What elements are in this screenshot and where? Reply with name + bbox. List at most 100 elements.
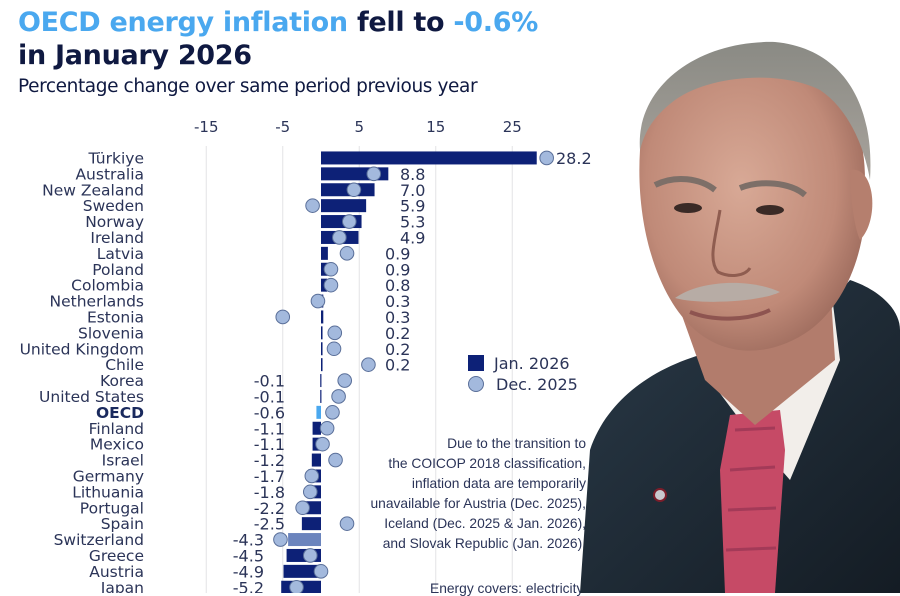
- dot-dec-2025: [366, 166, 382, 182]
- legend-swatch-dec-2025: [468, 376, 484, 392]
- category-label: OECD: [96, 404, 144, 422]
- legend-label-dec-2025: Dec. 2025: [496, 375, 578, 394]
- dot-dec-2025: [302, 548, 318, 563]
- chart-title: OECD energy inflation fell to -0.6% in J…: [18, 6, 538, 72]
- dot-dec-2025: [302, 484, 318, 500]
- eyebrow-left: [653, 176, 717, 193]
- bar-jan-2026: [316, 405, 321, 419]
- dot-dec-2025: [361, 357, 376, 372]
- category-label: Colombia: [71, 277, 144, 295]
- value-label: -4.9: [233, 562, 264, 581]
- title-line2: in January 2026: [18, 40, 252, 71]
- value-label: -2.5: [254, 515, 285, 534]
- value-label: 0.9: [385, 244, 410, 263]
- legend-label-jan-2026: Jan. 2026: [493, 354, 570, 373]
- value-label: 5.9: [400, 197, 425, 216]
- value-label: -1.2: [254, 451, 285, 470]
- mustache: [675, 282, 780, 302]
- category-label: Austria: [89, 563, 144, 581]
- dot-dec-2025: [305, 198, 320, 213]
- value-label: 28.2: [556, 149, 592, 168]
- bar-jan-2026: [320, 389, 322, 403]
- dot-dec-2025: [325, 405, 340, 420]
- eye-left: [674, 203, 702, 213]
- x-tick-label: 15: [426, 118, 445, 136]
- dot-dec-2025: [332, 230, 347, 245]
- eye-right: [756, 205, 784, 215]
- footnote-line: Iceland (Dec. 2025 & Jan. 2026),: [384, 516, 586, 531]
- dot-dec-2025: [323, 277, 339, 293]
- value-label: -0.6: [254, 403, 285, 422]
- dot-dec-2025: [339, 516, 355, 531]
- dot-dec-2025: [295, 500, 310, 516]
- dot-dec-2025: [275, 309, 291, 325]
- category-label: Latvia: [97, 245, 144, 263]
- value-label: -1.1: [254, 419, 285, 438]
- dot-dec-2025: [319, 420, 335, 436]
- value-label: 0.2: [385, 324, 410, 343]
- value-label: -1.8: [254, 483, 285, 502]
- category-label: New Zealand: [42, 181, 144, 199]
- dot-dec-2025: [327, 325, 343, 341]
- bar-jan-2026: [321, 326, 323, 340]
- dot-dec-2025: [346, 182, 362, 198]
- dot-dec-2025: [328, 452, 343, 468]
- category-label: Ireland: [90, 229, 144, 247]
- bar-jan-2026: [321, 246, 328, 260]
- face: [639, 49, 866, 351]
- category-label: Sweden: [83, 197, 144, 215]
- chart-subtitle: Percentage change over same period previ…: [18, 76, 478, 97]
- value-label: -1.1: [254, 435, 285, 454]
- legend-swatch-jan-2026: [468, 355, 484, 371]
- title-mid: fell to: [347, 7, 454, 38]
- category-label: Estonia: [87, 308, 144, 326]
- dot-dec-2025: [342, 214, 357, 229]
- portrait-photo: [580, 41, 900, 593]
- mouth: [689, 308, 771, 321]
- category-label: Finland: [89, 420, 144, 438]
- bar-jan-2026: [321, 199, 367, 213]
- bar-jan-2026: [321, 358, 323, 372]
- tie-pattern: [725, 426, 777, 552]
- category-label: Korea: [100, 372, 144, 390]
- energy-definition-note: Energy covers: electricity: [430, 581, 584, 596]
- bar-jan-2026: [312, 421, 321, 435]
- value-label: -5.2: [233, 578, 264, 593]
- footnote: Due to the transition to the COICOP 2018…: [326, 434, 586, 554]
- dot-dec-2025: [273, 532, 288, 547]
- value-label: 7.0: [400, 181, 425, 200]
- dot-dec-2025: [339, 246, 355, 261]
- value-label: -1.7: [254, 467, 285, 486]
- value-label: 4.9: [400, 228, 425, 247]
- dot-dec-2025: [337, 373, 353, 388]
- value-label: 0.2: [385, 356, 410, 375]
- category-label: Poland: [92, 261, 144, 279]
- lapel-pin-icon: [653, 488, 667, 502]
- value-label: -0.1: [254, 387, 285, 406]
- x-tick-label: -5: [275, 118, 290, 136]
- value-label: -0.1: [254, 372, 285, 391]
- value-label: 0.8: [385, 276, 410, 295]
- x-tick-label: -15: [194, 118, 219, 136]
- value-label: 0.3: [385, 308, 410, 327]
- bar-jan-2026: [288, 533, 321, 547]
- category-label: Türkiye: [87, 149, 144, 167]
- category-label: Norway: [85, 213, 144, 231]
- x-tick-label: 5: [354, 118, 364, 136]
- footnote-line: unavailable for Austria (Dec. 2025),: [370, 496, 586, 511]
- dot-dec-2025: [310, 293, 326, 309]
- category-label: Switzerland: [54, 531, 144, 549]
- category-label: Netherlands: [50, 293, 144, 311]
- category-label: Greece: [89, 547, 144, 565]
- value-label: 0.2: [385, 340, 410, 359]
- person-figure: [580, 41, 900, 593]
- category-label: Japan: [100, 579, 144, 593]
- footnote-line: and Slovak Republic (Jan. 2026).: [382, 536, 586, 551]
- dot-dec-2025: [323, 261, 339, 277]
- x-tick-label: 25: [503, 118, 522, 136]
- bar-jan-2026: [321, 151, 537, 165]
- value-label: 0.9: [385, 260, 410, 279]
- bar-jan-2026: [301, 517, 321, 531]
- category-label: Spain: [101, 515, 144, 533]
